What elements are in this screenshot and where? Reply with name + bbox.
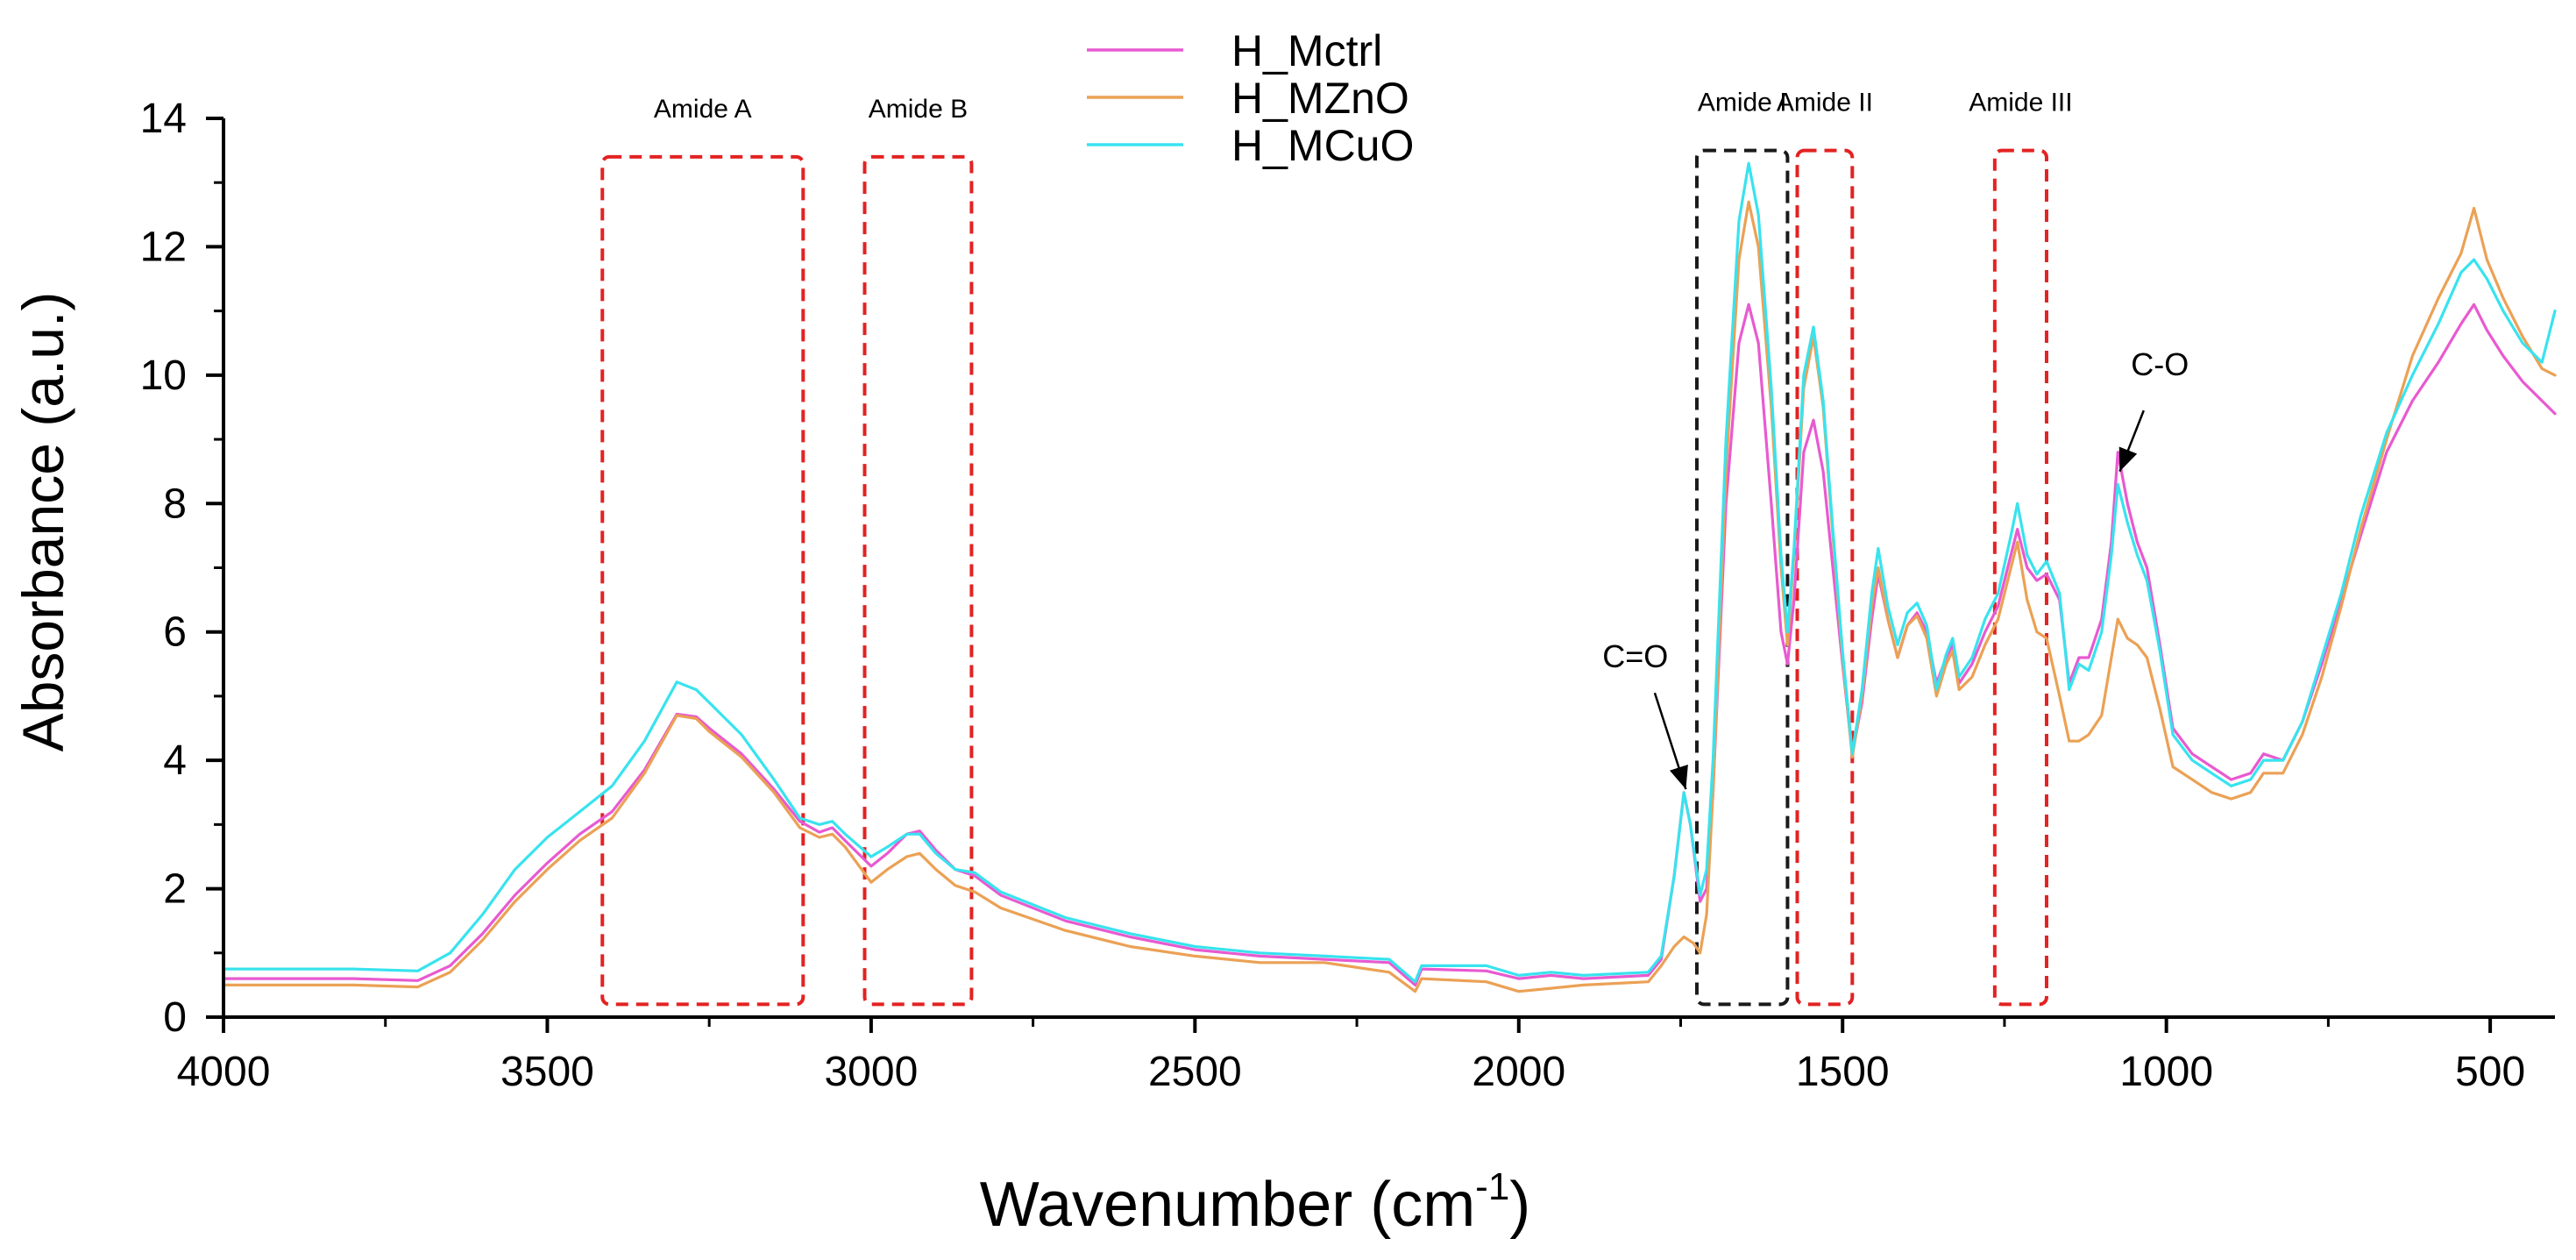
legend-label-H_MCuO: H_MCuO: [1231, 121, 1414, 170]
series-line-H_Mctrl: [222, 303, 2557, 986]
region-box-1: [862, 154, 974, 1007]
region-label-0: Amide A: [654, 95, 752, 124]
x-tick-label-7: 500: [2455, 1049, 2525, 1095]
annotations: C=O C-O: [1602, 346, 2189, 790]
y-tick-label-4: 8: [163, 481, 187, 527]
region-label-1: Amide B: [869, 95, 968, 124]
annotation-label-1: C-O: [2131, 346, 2189, 382]
region-box-0: [600, 154, 805, 1007]
y-tick-label-2: 4: [163, 737, 187, 784]
x-tick-label-4: 2000: [1472, 1049, 1565, 1095]
y-axis-label: Absorbance (a.u.): [11, 292, 75, 752]
x-tick-label-2: 3000: [824, 1049, 918, 1095]
x-axis-label-main: Wavenumber (cm: [980, 1170, 1475, 1240]
x-tick-label-5: 1500: [1796, 1049, 1890, 1095]
y-tick-label-7: 14: [140, 96, 187, 142]
x-axis-label: Wavenumber (cm-1): [980, 1165, 1531, 1240]
y-tick-label-5: 10: [140, 352, 187, 399]
x-tick-label-1: 3500: [500, 1049, 594, 1095]
x-tick-label-6: 1000: [2119, 1049, 2213, 1095]
x-tick-label-0: 4000: [177, 1049, 271, 1095]
x-tick-label-3: 2500: [1148, 1049, 1242, 1095]
region-label-2: Amide I: [1698, 89, 1787, 117]
series-line-H_MZnO: [222, 200, 2557, 993]
axes: 4000 3500 3000 2500 2000 1500 1000 500 0 2 4 6 8 10 12…: [140, 96, 2555, 1095]
series-line-H_MCuO: [222, 161, 2557, 984]
y-tick-label-0: 0: [163, 994, 187, 1041]
x-axis-label-sup: -1: [1475, 1165, 1509, 1208]
y-tick-label-6: 12: [140, 224, 187, 270]
annotation-arrowhead-1: [2118, 446, 2138, 472]
annotation-label-0: C=O: [1602, 638, 1668, 674]
x-axis-label-close: ): [1509, 1170, 1530, 1240]
region-box-3: [1795, 148, 1855, 1007]
region-box-4: [1992, 148, 2048, 1007]
y-tick-label-3: 6: [163, 609, 187, 656]
y-tick-label-1: 2: [163, 866, 187, 913]
legend-label-H_MZnO: H_MZnO: [1231, 74, 1409, 123]
region-box-2: [1694, 148, 1790, 1007]
legend-label-H_Mctrl: H_Mctrl: [1231, 26, 1382, 75]
region-label-3: Amide II: [1777, 89, 1873, 117]
region-label-4: Amide III: [1969, 89, 2072, 117]
annotation-arrowhead-0: [1669, 764, 1688, 790]
series-lines: [222, 161, 2557, 993]
